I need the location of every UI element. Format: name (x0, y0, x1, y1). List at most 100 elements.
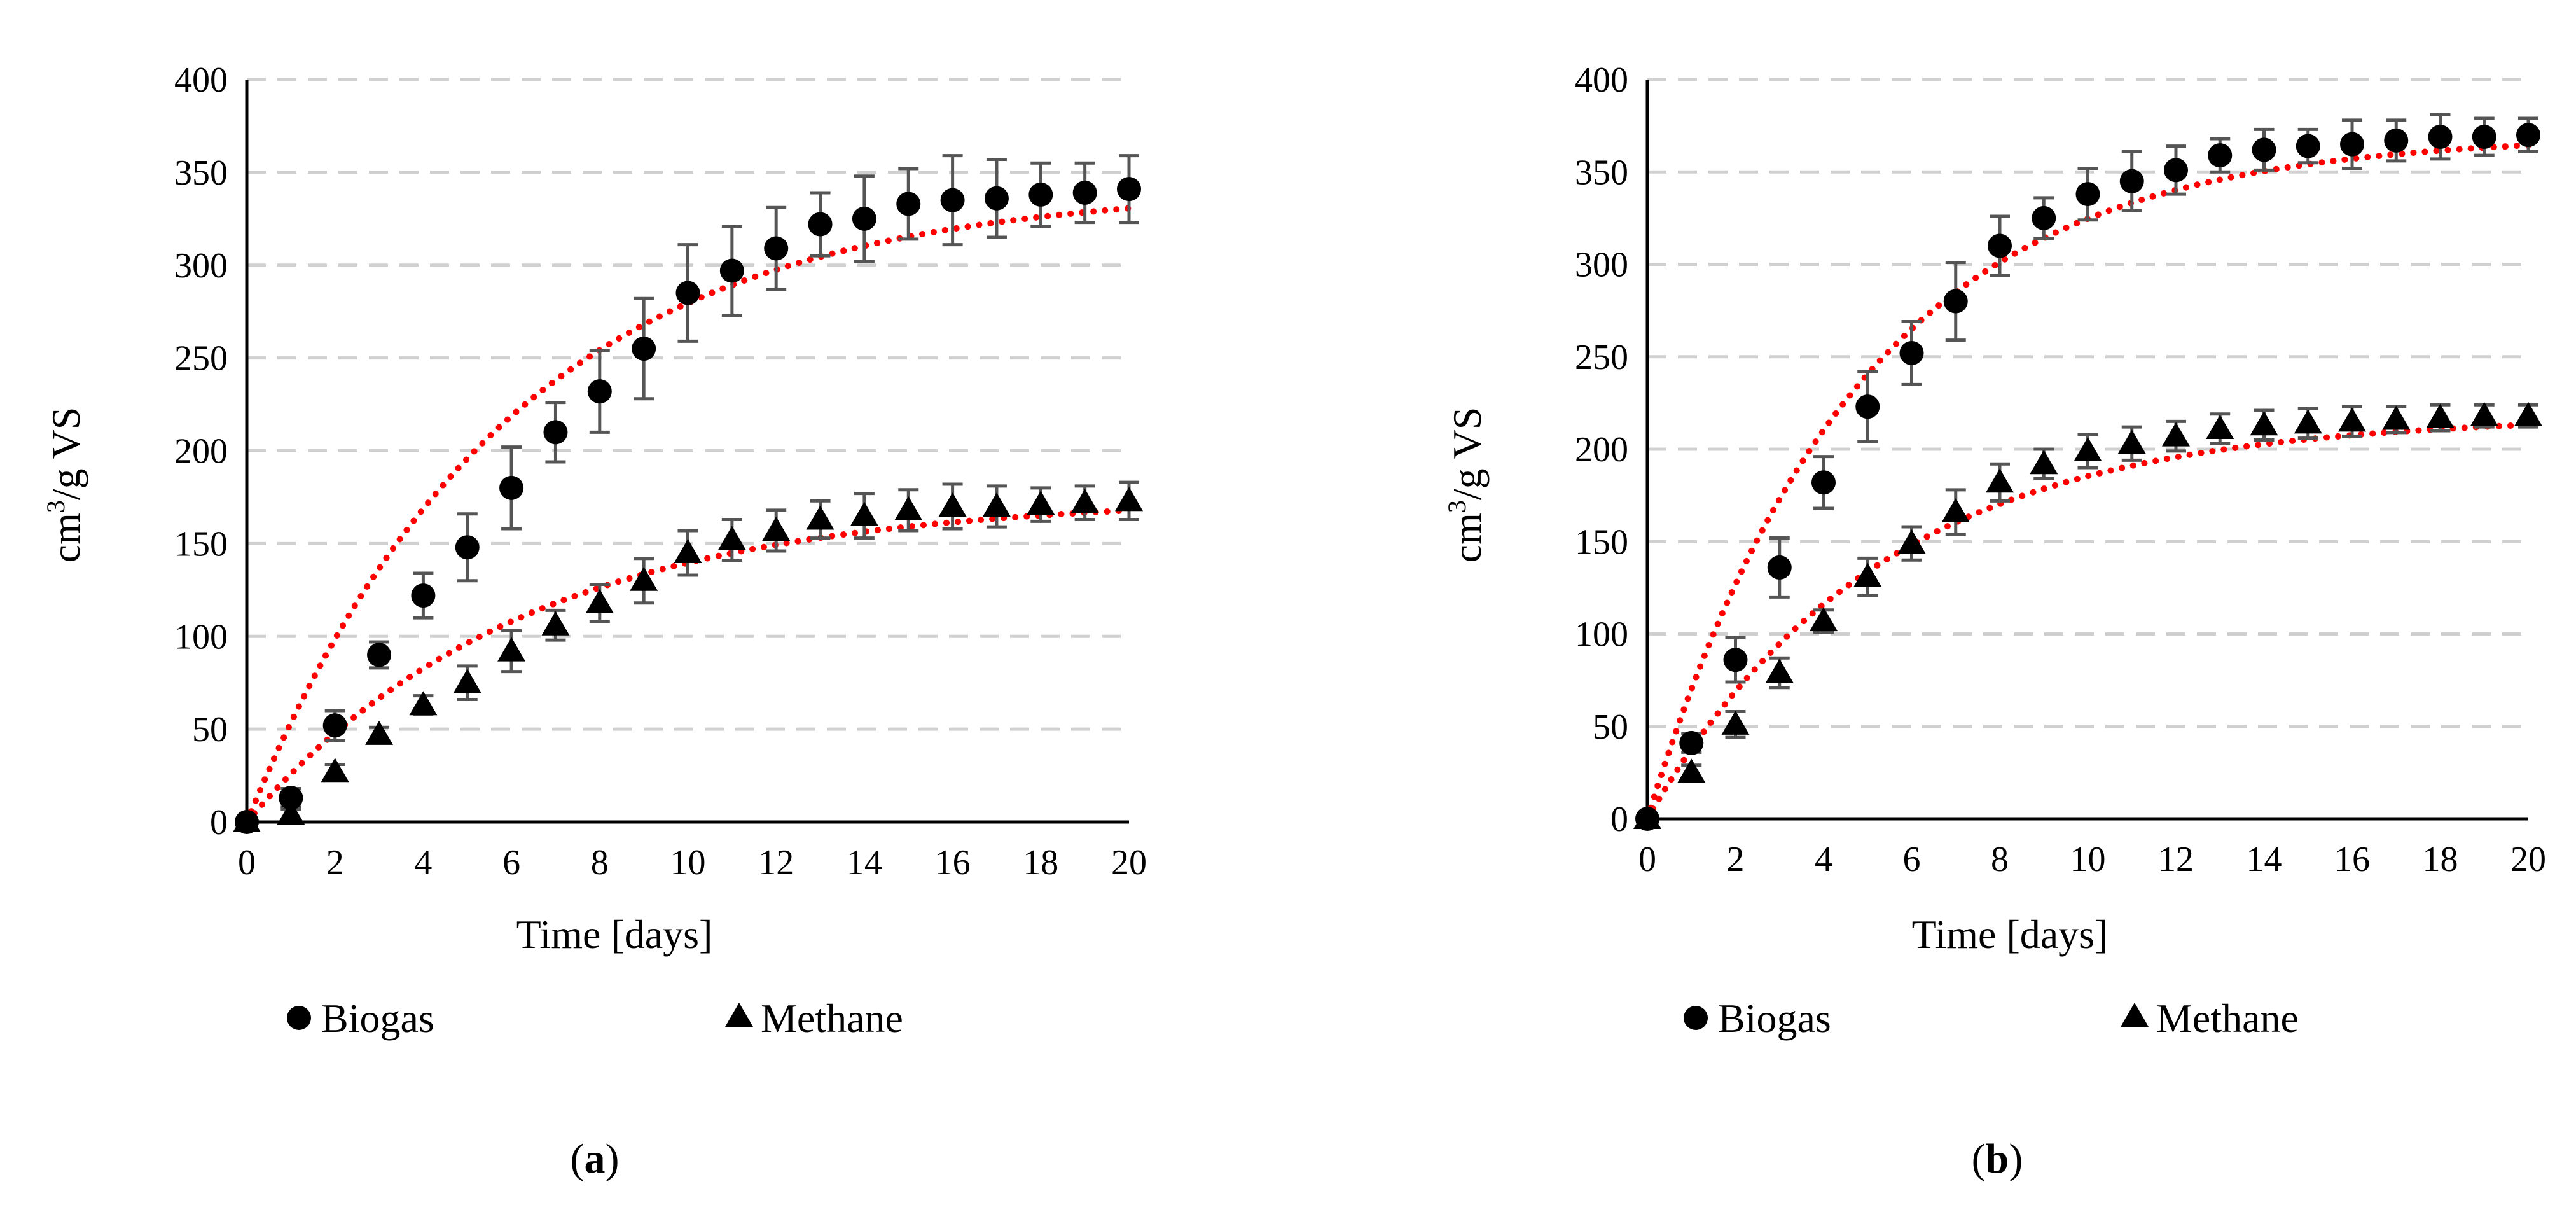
x-tick-label: 0 (238, 843, 256, 882)
y-tick-label: 50 (1593, 707, 1628, 747)
legend-biogas-label: Biogas (1718, 996, 1831, 1041)
data-point-methane (717, 526, 746, 550)
x-tick-label: 0 (1638, 840, 1656, 879)
panel-label-a-letter: a (585, 1136, 606, 1182)
data-point-methane (1897, 529, 1926, 554)
data-point-methane (1810, 607, 1838, 632)
y-tick-label: 0 (1610, 800, 1628, 839)
chart-panel-b: 0 50 100 150 200 250 300 350 400 0 2 4 6 8 10 12 14 16 18 2… (1443, 60, 2546, 1182)
y-tick-label: 350 (174, 153, 228, 193)
data-point-methane (1721, 710, 1750, 735)
data-point-methane (2338, 407, 2366, 432)
data-point-biogas (2075, 182, 2100, 207)
data-point-methane (1027, 491, 1055, 515)
y-tick-label: 150 (174, 524, 228, 564)
y-axis-title: cm3/g VS (1443, 407, 1490, 563)
data-point-methane (365, 720, 394, 745)
data-point-biogas (1028, 182, 1053, 207)
fit-curve-biogas (1644, 142, 2531, 822)
legend-biogas-marker (287, 1006, 311, 1030)
y-axis-title-main: cm (43, 513, 88, 562)
data-point-biogas (984, 186, 1009, 211)
data-point-methane (585, 589, 614, 613)
y-tick-label: 400 (174, 60, 228, 100)
legend-methane-label: Methane (761, 996, 903, 1041)
chart-panel-a: 0 50 100 150 200 250 300 350 400 0 2 4 6 8 10 12 14 16 18 2… (41, 60, 1147, 1182)
data-point-biogas (896, 192, 921, 216)
data-point-methane (2030, 450, 2058, 475)
data-point-biogas (1723, 648, 1748, 672)
data-point-methane (2162, 422, 2190, 447)
x-tick-label: 12 (2158, 840, 2194, 879)
y-axis-title: cm3/g VS (41, 407, 88, 563)
data-point-methane (2514, 401, 2542, 426)
data-point-methane (453, 669, 481, 693)
x-tick-label: 6 (1903, 840, 1921, 879)
data-point-biogas (279, 786, 303, 811)
x-tick-label: 20 (2510, 840, 2546, 879)
data-point-biogas (1855, 394, 1880, 419)
y-tick-label: 250 (174, 339, 228, 379)
y-tick-label: 150 (1575, 522, 1628, 562)
data-point-biogas (940, 188, 965, 212)
data-point-biogas (2340, 132, 2364, 157)
data-point-biogas (1117, 177, 1141, 202)
x-tick-label: 12 (758, 843, 794, 882)
data-point-biogas (675, 281, 700, 305)
data-point-methane (1633, 805, 1661, 829)
y-tick-label: 200 (1575, 430, 1628, 470)
fit-curve-biogas (244, 205, 1132, 825)
error-bars (280, 154, 1139, 822)
y-tick-label: 0 (210, 803, 228, 842)
data-point-methane (2426, 403, 2455, 428)
x-tick-label: 4 (1815, 840, 1832, 879)
x-tick-label: 10 (2070, 840, 2106, 879)
data-point-methane (1986, 468, 2014, 493)
y-tick-label: 50 (192, 710, 228, 749)
panel-label-a: (a) (571, 1136, 620, 1182)
data-point-methane (894, 496, 923, 520)
y-tick-label: 200 (174, 432, 228, 471)
data-point-methane (277, 800, 305, 825)
legend-methane-marker (725, 1003, 753, 1027)
data-point-biogas (2296, 134, 2320, 158)
data-point-biogas (1072, 180, 1097, 205)
data-point-methane (497, 637, 526, 662)
x-axis-title: Time [days] (516, 912, 713, 957)
data-point-biogas (587, 379, 612, 404)
data-point-biogas (499, 475, 524, 500)
axes (1645, 80, 2528, 821)
fit-curves (1644, 142, 2531, 822)
y-tick-label: 300 (174, 246, 228, 286)
legend-methane-marker (2121, 1003, 2149, 1027)
data-point-biogas (852, 206, 876, 231)
data-point-biogas (2428, 125, 2453, 150)
x-tick-label: 10 (670, 843, 706, 882)
data-point-methane (1765, 658, 1794, 683)
x-tick-label: 18 (2423, 840, 2458, 879)
gridlines (1647, 78, 2528, 728)
data-point-methane (2206, 415, 2234, 440)
x-axis-title: Time [days] (1912, 912, 2109, 957)
data-point-methane (2382, 405, 2411, 430)
fit-curve-methane (1644, 421, 2531, 822)
y-tick-label: 250 (1575, 338, 1628, 377)
data-point-biogas (322, 713, 347, 738)
y-axis-title-rest: /g VS (1444, 407, 1490, 500)
x-tick-label: 4 (414, 843, 432, 882)
panel-label-b: (b) (1972, 1136, 2023, 1182)
data-point-biogas (632, 337, 656, 361)
y-axis-title-main: cm (1444, 513, 1490, 562)
data-point-methane (2470, 401, 2498, 426)
gridlines (247, 78, 1129, 731)
panel-label-b-letter: b (1986, 1136, 2009, 1182)
y-axis-title-sup: 3 (41, 500, 70, 513)
x-tick-label: 6 (502, 843, 520, 882)
x-tick-label: 16 (2334, 840, 2370, 879)
data-point-biogas (2032, 205, 2056, 230)
data-point-methane (850, 501, 878, 526)
data-point-biogas (1679, 730, 1704, 755)
data-point-biogas (1899, 340, 1924, 365)
data-point-methane (2117, 429, 2146, 454)
data-point-methane (2294, 409, 2322, 434)
